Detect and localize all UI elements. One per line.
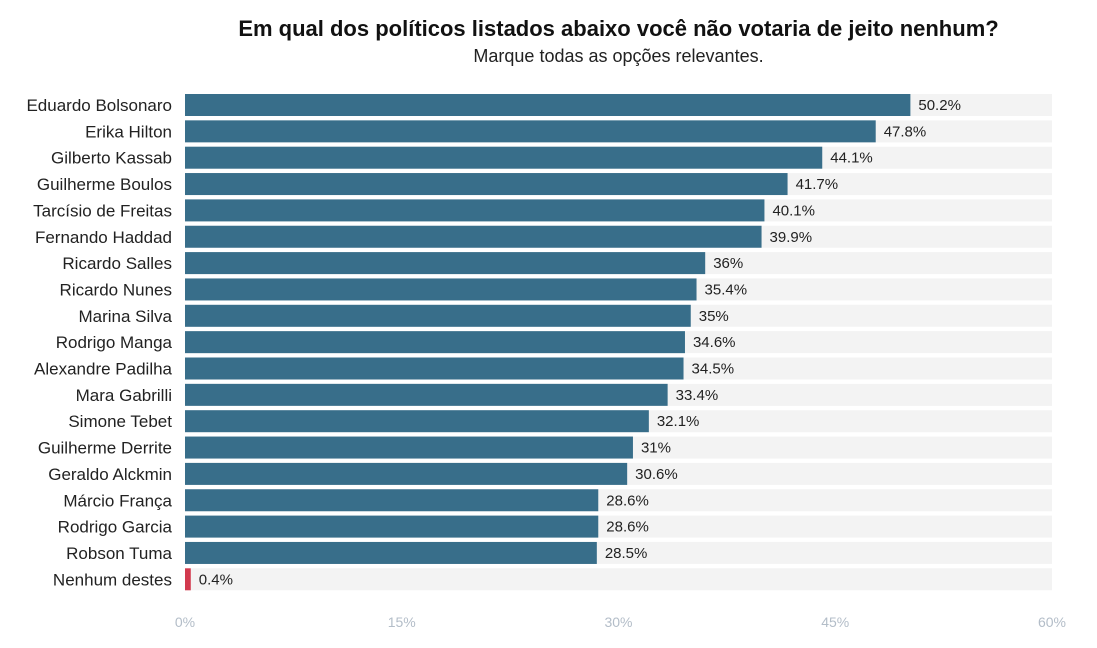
value-label: 28.6% <box>606 519 649 536</box>
value-label: 44.1% <box>830 150 873 167</box>
chart-title: Em qual dos políticos listados abaixo vo… <box>238 16 999 41</box>
value-label: 47.8% <box>884 123 927 140</box>
value-label: 31% <box>641 440 671 457</box>
category-label: Nenhum destes <box>53 570 172 589</box>
category-label: Tarcísio de Freitas <box>33 201 172 220</box>
bar <box>185 146 823 169</box>
bar <box>185 252 706 275</box>
category-label: Rodrigo Manga <box>56 333 173 352</box>
value-label: 32.1% <box>657 413 700 430</box>
value-label: 39.9% <box>770 229 813 246</box>
bar <box>185 120 876 143</box>
value-label: 36% <box>713 255 743 272</box>
bar <box>185 304 691 327</box>
bar <box>185 462 628 485</box>
category-label: Guilherme Derrite <box>38 439 172 458</box>
category-label: Alexandre Padilha <box>34 360 173 379</box>
category-label: Mara Gabrilli <box>76 386 172 405</box>
value-label: 33.4% <box>676 387 719 404</box>
value-label: 41.7% <box>796 176 839 193</box>
category-label: Fernando Haddad <box>35 228 172 247</box>
bar <box>185 331 685 354</box>
value-label: 0.4% <box>199 571 233 588</box>
bar <box>185 278 697 301</box>
category-label: Rodrigo Garcia <box>58 518 173 537</box>
value-label: 40.1% <box>772 202 815 219</box>
bar <box>185 199 765 222</box>
x-tick-label: 30% <box>604 614 632 630</box>
value-label: 28.5% <box>605 545 648 562</box>
category-label: Guilherme Boulos <box>37 175 172 194</box>
x-tick-label: 0% <box>175 614 195 630</box>
bar-highlight <box>185 568 191 591</box>
category-label: Geraldo Alckmin <box>48 465 172 484</box>
bar <box>185 383 668 406</box>
category-label: Erika Hilton <box>85 122 172 141</box>
category-label: Eduardo Bolsonaro <box>26 96 172 115</box>
value-label: 34.6% <box>693 334 736 351</box>
bar-track <box>185 568 1052 591</box>
value-label: 35.4% <box>705 281 748 298</box>
x-tick-label: 60% <box>1038 614 1066 630</box>
category-label: Ricardo Salles <box>62 254 172 273</box>
value-label: 28.6% <box>606 492 649 509</box>
bar <box>185 489 599 512</box>
category-label: Marina Silva <box>78 307 172 326</box>
value-label: 50.2% <box>918 97 961 114</box>
x-tick-label: 45% <box>821 614 849 630</box>
category-label: Simone Tebet <box>68 412 172 431</box>
bar <box>185 225 762 248</box>
bar <box>185 436 633 459</box>
category-label: Robson Tuma <box>66 544 172 563</box>
category-label: Gilberto Kassab <box>51 149 172 168</box>
bar <box>185 94 911 116</box>
value-label: 35% <box>699 308 729 325</box>
category-label: Márcio França <box>63 491 172 510</box>
bar <box>185 541 597 564</box>
bar <box>185 410 649 433</box>
bar <box>185 173 788 196</box>
value-label: 34.5% <box>692 361 735 378</box>
value-label: 30.6% <box>635 466 678 483</box>
x-tick-label: 15% <box>388 614 416 630</box>
category-label: Ricardo Nunes <box>60 280 172 299</box>
bar <box>185 515 599 538</box>
chart-subtitle: Marque todas as opções relevantes. <box>473 46 764 66</box>
bar <box>185 357 684 380</box>
